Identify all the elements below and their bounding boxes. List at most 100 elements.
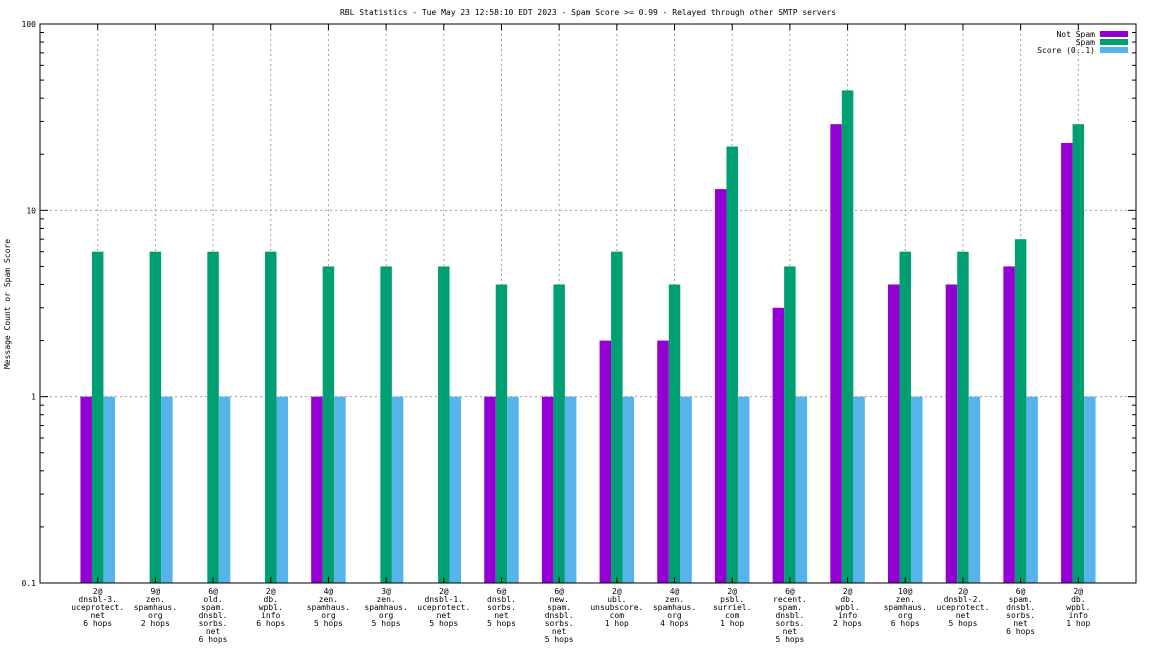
x-tick-label-line: spamhaus. (134, 603, 177, 612)
bar-score-0-1 (911, 396, 923, 583)
x-tick-label-line: sorbs. (545, 619, 574, 628)
x-tick-label: 6@ new. spam. dnsbl. sorbs. net 5 hops (545, 587, 574, 644)
bar-not-spam (657, 340, 669, 583)
bar-score-0-1 (103, 396, 115, 583)
x-tick-label-line: net (90, 611, 105, 620)
x-tick-label-line: 6 hops (891, 619, 920, 628)
x-tick-label-line: 6@ (785, 587, 795, 596)
x-tick-label-line: 2@ (843, 587, 853, 596)
x-tick-label: 6@ dnsbl. sorbs. net 5 hops (487, 587, 516, 628)
bar-spam (380, 266, 392, 583)
bar-spam (611, 251, 623, 584)
chart-title: RBL Statistics - Tue May 23 12:58:10 EDT… (340, 8, 836, 17)
bar-score-0-1 (968, 396, 981, 583)
x-tick-label-line: zen. (665, 595, 684, 604)
bar-spam (841, 90, 854, 584)
x-tick-label-line: 5 hops (429, 619, 458, 628)
x-tick-label-line: net (437, 611, 452, 620)
x-tick-label-line: net (783, 627, 798, 636)
x-tick-label-line: spam. (778, 603, 802, 612)
bar-score-0-1 (622, 396, 635, 583)
x-tick-label-line: 1 hop (1066, 619, 1090, 628)
x-tick-label-line: 4 hops (660, 619, 689, 628)
x-tick-label-line: 5 hops (314, 619, 343, 628)
bar-score-0-1 (334, 396, 346, 583)
legend-swatch (1100, 31, 1128, 37)
x-tick-label-line: 3@ (381, 587, 391, 596)
x-tick-label-line: 6@ (208, 587, 218, 596)
bar-score-0-1 (680, 396, 692, 583)
bar-score-0-1 (853, 396, 865, 583)
x-tick-label-line: spam. (201, 603, 225, 612)
bar-score-0-1 (507, 396, 519, 583)
bar-not-spam (772, 307, 785, 583)
x-tick-label-line: spamhaus. (653, 603, 696, 612)
x-tick-label: 2@ dnsbl-1. uceprotect. net 5 hops (417, 587, 470, 628)
x-tick-label-line: 5 hops (775, 635, 804, 644)
bar-score-0-1 (391, 396, 404, 583)
bar-score-0-1 (218, 396, 231, 583)
x-tick-label-line: com (610, 611, 625, 620)
x-tick-label-line: sorbs. (1006, 611, 1035, 620)
x-tick-label-line: spamhaus. (364, 603, 407, 612)
y-tick-label: 100 (22, 20, 37, 29)
bar-spam (553, 284, 565, 583)
x-tick-label-line: uceprotect. (417, 603, 470, 612)
x-tick-label-line: wpbl. (259, 603, 283, 612)
x-tick-label-line: org (321, 611, 336, 620)
x-tick-label-line: 6 hops (1006, 627, 1035, 636)
x-tick-label-line: 4@ (670, 587, 680, 596)
x-tick-label-line: sorbs. (487, 603, 516, 612)
x-tick-label: 6@ recent. spam. dnsbl. sorbs. net 5 hops (773, 587, 807, 644)
x-tick-label-line: org (379, 611, 394, 620)
x-tick-label-line: net (1013, 619, 1028, 628)
x-tick-label-line: 2@ (612, 587, 622, 596)
x-tick-label-line: zen. (896, 595, 915, 604)
x-tick-label-line: info (838, 611, 857, 620)
bar-spam (899, 251, 912, 584)
x-tick-label-line: spamhaus. (884, 603, 927, 612)
bar-not-spam (714, 189, 727, 584)
x-tick-label: 2@ ubl. unsubscore. com 1 hop (590, 587, 643, 628)
bar-score-0-1 (737, 396, 750, 583)
x-tick-label-line: 2@ (266, 587, 276, 596)
legend-label: Spam (1076, 38, 1095, 47)
x-tick-label-line: sorbs. (775, 619, 804, 628)
x-tick-label-line: dnsbl. (545, 611, 574, 620)
bar-not-spam (1061, 142, 1073, 583)
x-tick-label-line: 2 hops (141, 619, 170, 628)
bar-spam (495, 284, 508, 583)
x-tick-label: 6@ old. spam. dnsbl. sorbs. net 6 hops (199, 587, 228, 644)
x-tick-label-line: 1 hop (605, 619, 629, 628)
legend-swatch (1100, 47, 1128, 53)
x-tick-label-line: org (148, 611, 163, 620)
x-tick-label-line: dnsbl-2. (944, 595, 983, 604)
bar-not-spam (830, 124, 842, 584)
x-tick-label-line: 2@ (1073, 587, 1083, 596)
bar-not-spam (599, 340, 612, 583)
x-tick-label-line: net (552, 627, 567, 636)
x-tick-label-line: 2 hops (833, 619, 862, 628)
x-tick-label: 2@ db. wpbl. info 2 hops (833, 587, 862, 628)
bar-spam (784, 266, 796, 583)
x-tick-label-line: 6@ (1016, 587, 1026, 596)
x-tick-label-line: 6 hops (83, 619, 112, 628)
bar-score-0-1 (1026, 396, 1038, 583)
x-tick-label-line: net (494, 611, 509, 620)
x-tick-label-line: 5 hops (372, 619, 401, 628)
x-tick-label: 2@ psbl. surriel. com 1 hop (713, 587, 752, 628)
plot-frame (39, 23, 1137, 584)
x-tick-label-line: 2@ (439, 587, 449, 596)
x-tick-label-line: net (206, 627, 221, 636)
y-tick-label: 10 (26, 206, 36, 215)
bars (80, 90, 1096, 584)
bar-not-spam (311, 396, 323, 583)
bar-spam (149, 251, 162, 584)
bar-score-0-1 (276, 396, 288, 583)
x-tick-label-line: db. (1071, 595, 1085, 604)
y-tick-label: 1 (31, 393, 36, 402)
x-tick-label-line: wpbl. (1066, 603, 1090, 612)
x-tick-label-line: wpbl. (836, 603, 860, 612)
bar-spam (1014, 239, 1027, 584)
